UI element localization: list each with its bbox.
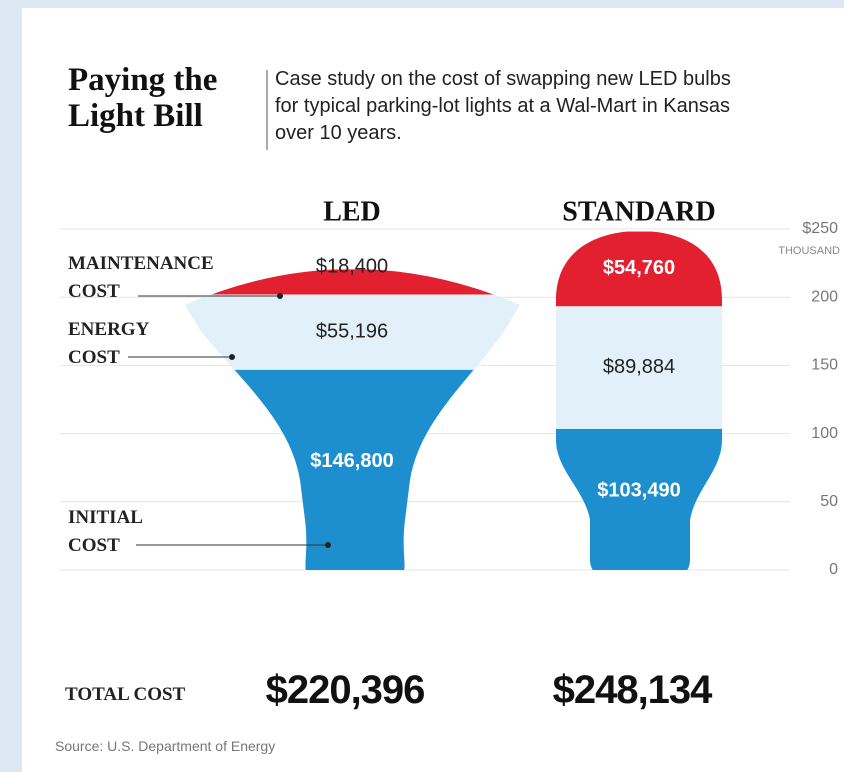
leader-dot xyxy=(325,542,331,548)
category-label: LED xyxy=(323,196,381,227)
legend-label: INITIAL COST xyxy=(68,504,142,560)
bulb xyxy=(459,232,819,570)
title: Paying the Light Bill xyxy=(68,62,263,134)
y-tick-label: 50 xyxy=(820,493,838,510)
legend-label: ENERGY COST xyxy=(68,316,149,372)
value-label: $103,490 xyxy=(597,480,680,502)
page: 0 50 100 150 200 $250 THOUSAND LED $146,800 $55,1… xyxy=(0,0,844,772)
leader-dot xyxy=(229,354,235,360)
leader-dot xyxy=(277,293,283,299)
y-tick-label: 100 xyxy=(811,425,838,442)
totals-label: TOTAL COST xyxy=(65,684,185,706)
legend-label: MAINTENANCE COST xyxy=(68,250,214,306)
subtitle: Case study on the cost of swapping new L… xyxy=(275,66,745,147)
source: Source: U.S. Department of Energy xyxy=(55,738,275,754)
value-label: $18,400 xyxy=(316,256,388,278)
y-tick-label: $250 xyxy=(802,220,838,237)
value-label: $89,884 xyxy=(603,356,675,378)
category-label: STANDARD xyxy=(562,196,716,227)
value-label: $54,760 xyxy=(603,257,675,279)
y-tick-label: 0 xyxy=(829,561,838,578)
y-unit: THOUSAND xyxy=(778,245,840,257)
value-label: $146,800 xyxy=(310,450,393,472)
total: $248,134 xyxy=(553,668,712,713)
value-label: $55,196 xyxy=(316,320,388,342)
total: $220,396 xyxy=(266,668,425,713)
bars xyxy=(172,232,819,570)
y-tick-label: 150 xyxy=(811,357,838,374)
bulb xyxy=(172,269,532,570)
y-tick-label: 200 xyxy=(811,288,838,305)
